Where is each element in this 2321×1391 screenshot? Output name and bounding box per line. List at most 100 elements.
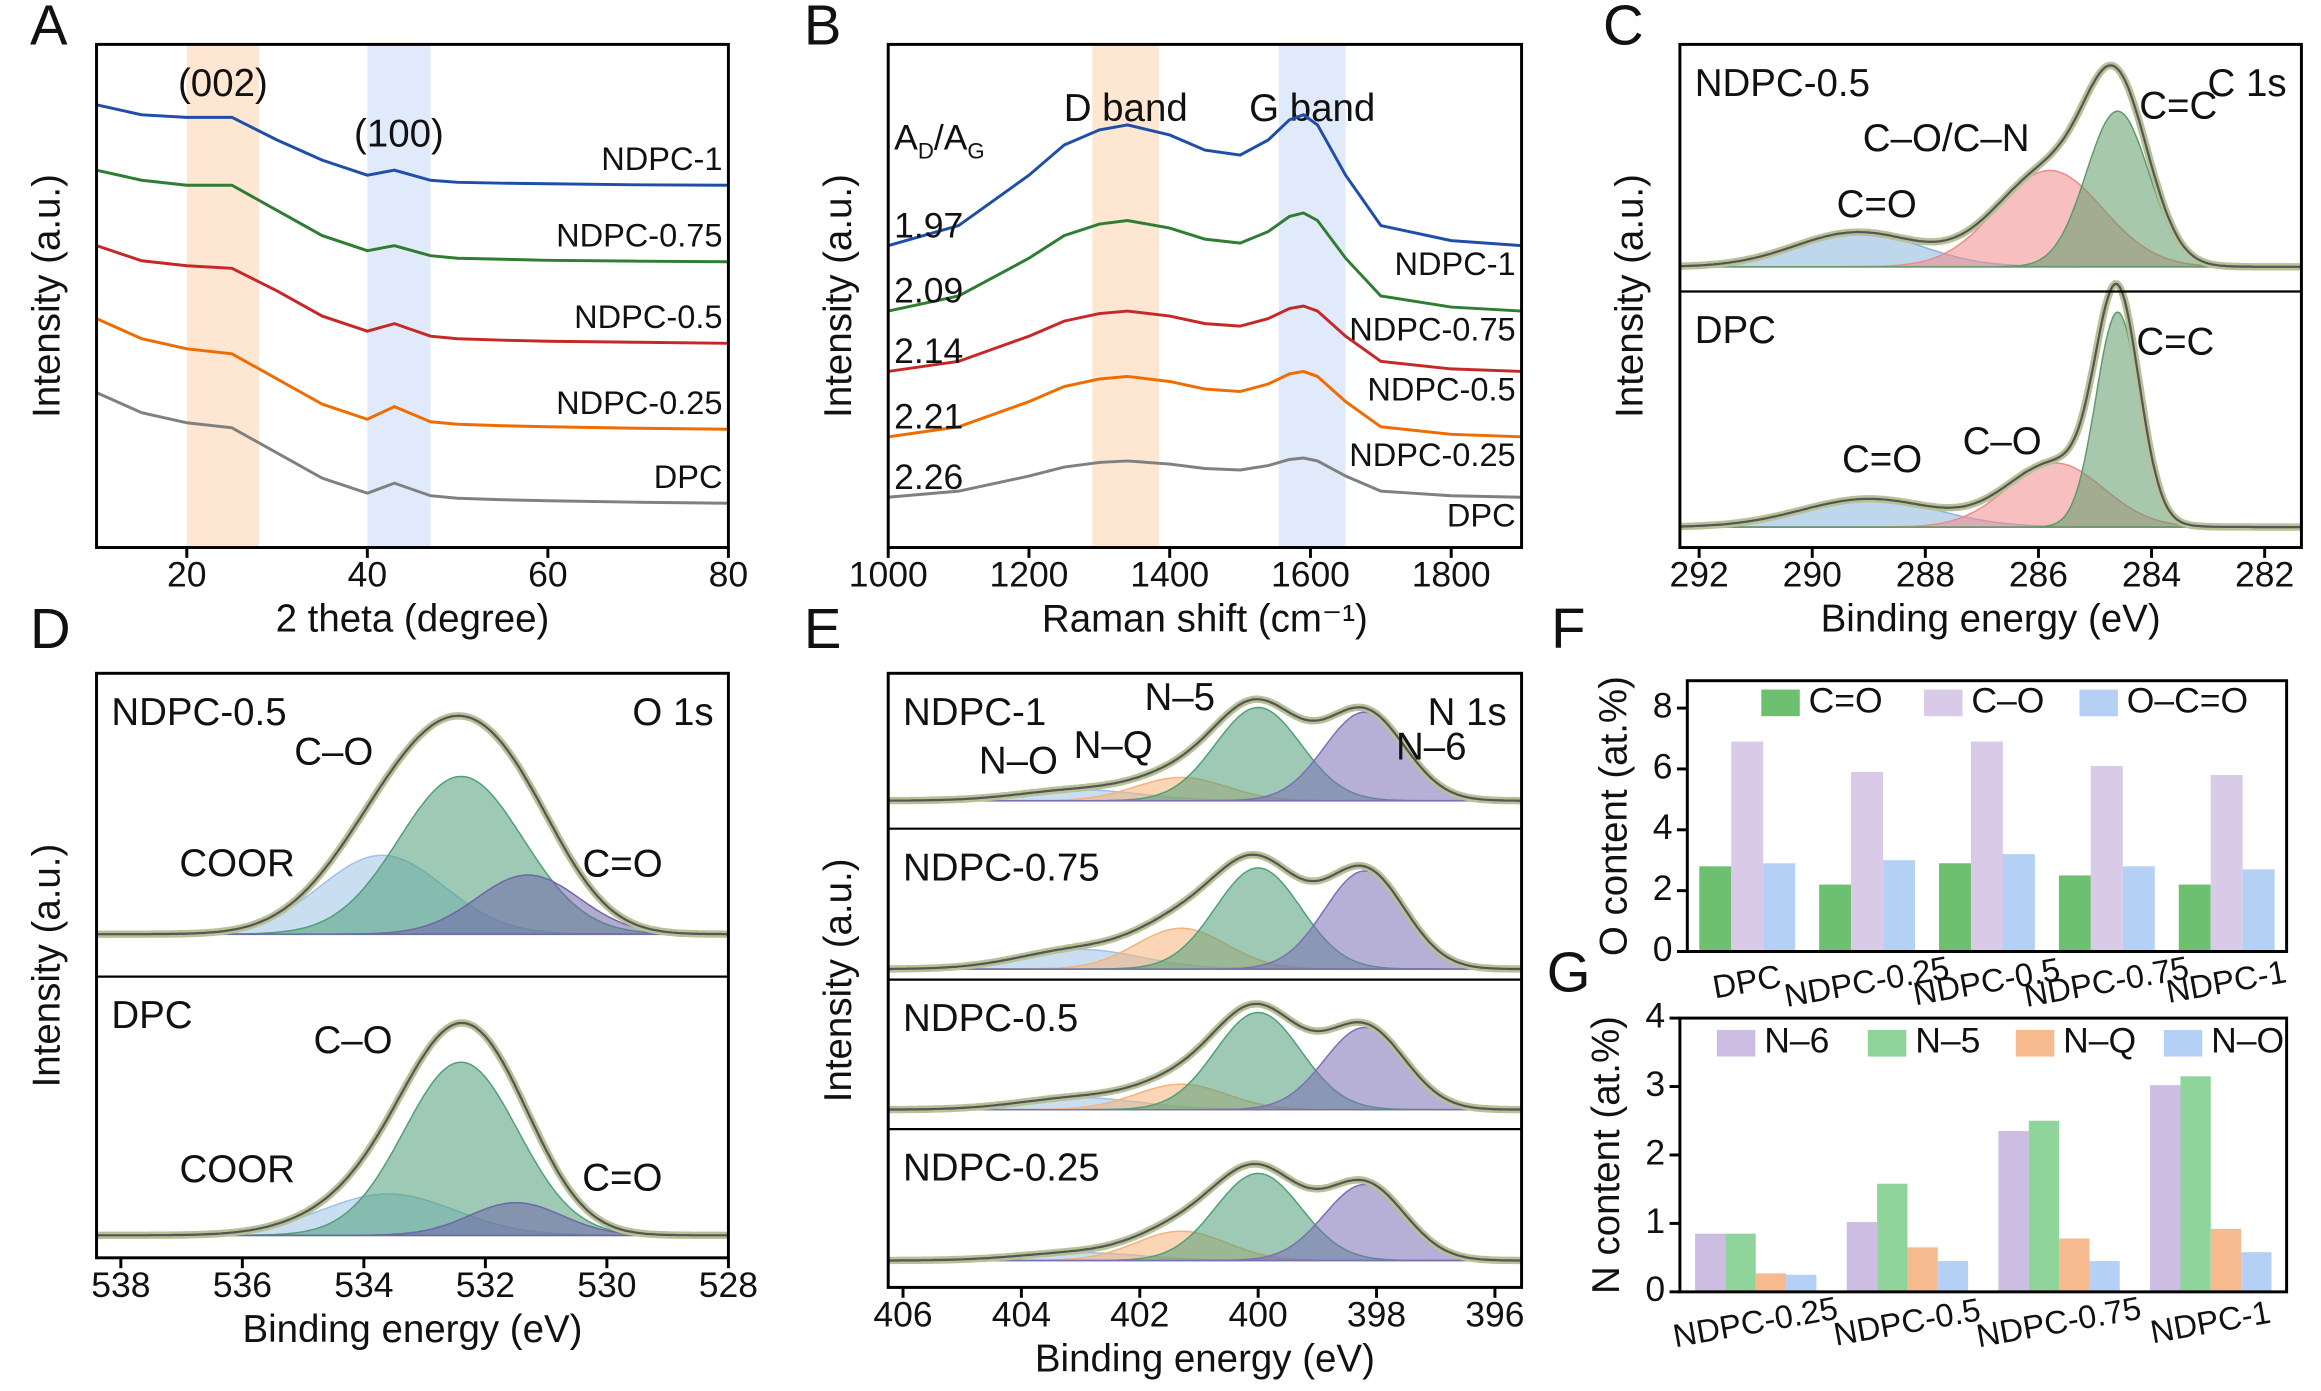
legend-label: C=O <box>1809 680 1883 720</box>
highlight-band <box>186 44 260 548</box>
x-tick-label: 400 <box>1229 1294 1288 1334</box>
peak-label: C=O <box>583 842 663 885</box>
legend-swatch <box>1924 689 1963 717</box>
x-axis-label: 2 theta (degree) <box>276 598 550 641</box>
x-tick-label: NDPC-0.75 <box>1974 1290 2144 1354</box>
legend-label: N–6 <box>1764 1021 1829 1061</box>
x-tick-label: 80 <box>709 554 749 594</box>
legend-swatch <box>1716 1029 1756 1057</box>
bar <box>1883 860 1916 952</box>
y-tick-label: 0 <box>1653 929 1673 969</box>
subpanel-label: NDPC-0.75 <box>903 846 1100 889</box>
legend-swatch <box>1761 689 1800 717</box>
core-label: O 1s <box>632 691 713 734</box>
bar <box>1877 1183 1908 1292</box>
spectrum-line <box>96 244 729 345</box>
bar <box>1755 1273 1787 1292</box>
y-tick-label: 0 <box>1645 1269 1665 1309</box>
bar <box>1699 866 1732 952</box>
panel-letter: F <box>1551 597 1585 660</box>
peak-label: COOR <box>179 842 294 885</box>
x-tick-label: 40 <box>348 554 388 594</box>
x-tick-label: 1400 <box>1130 554 1209 594</box>
legend-label: C–O <box>1971 680 2044 720</box>
x-tick-label: 406 <box>873 1294 932 1334</box>
peak-label: C=C <box>2139 84 2217 127</box>
ratio-label: 2.21 <box>894 396 963 436</box>
peak-label: N–6 <box>1396 725 1467 768</box>
fit-envelope <box>96 714 729 936</box>
bar <box>2150 1085 2181 1292</box>
bar <box>2122 866 2155 952</box>
annotation: D band <box>1064 87 1188 130</box>
annotation: (002) <box>178 62 268 105</box>
ratio-label: 2.09 <box>894 271 963 311</box>
spectrum-line <box>96 103 729 187</box>
highlight-band <box>1278 44 1346 548</box>
x-tick-label: NDPC-0.5 <box>1831 1291 1983 1352</box>
bar <box>2178 884 2211 952</box>
peak-label: C–O <box>294 730 373 773</box>
spectrum-line <box>888 304 1522 373</box>
bar <box>2028 1120 2060 1292</box>
x-tick-label: NDPC-1 <box>2148 1294 2274 1350</box>
subpanel-label: NDPC-0.5 <box>1695 62 1870 105</box>
bar <box>1763 863 1796 952</box>
ratio-label: 1.97 <box>894 205 963 245</box>
panel-letter: G <box>1547 941 1591 1004</box>
peak-label: COOR <box>180 1148 295 1191</box>
y-tick-label: 4 <box>1645 995 1665 1035</box>
x-tick-label: 288 <box>1896 554 1955 594</box>
ratio-header-part: G <box>967 139 984 164</box>
bar <box>1786 1274 1817 1292</box>
x-tick-label: 536 <box>213 1265 272 1305</box>
subpanel-label: NDPC-1 <box>903 691 1046 734</box>
fit-envelope <box>888 698 1522 802</box>
y-tick-label: 3 <box>1645 1064 1665 1104</box>
peak-label: N–Q <box>1074 724 1153 767</box>
ratio-header: AD/AG <box>894 118 985 164</box>
x-tick-label: NDPC-0.25 <box>1670 1290 1840 1354</box>
bar <box>1819 884 1852 952</box>
y-axis-label: Intensity (a.u.) <box>1609 174 1652 418</box>
x-tick-label: 1000 <box>849 554 928 594</box>
legend-swatch <box>2015 1029 2055 1057</box>
y-tick-label: 8 <box>1653 685 1673 725</box>
y-axis-label: O content (at.%) <box>1592 676 1635 956</box>
series-label: NDPC-0.25 <box>1349 437 1515 473</box>
fit-envelope <box>96 1021 729 1237</box>
peak-label: C–O/C–N <box>1863 117 2030 160</box>
series-label: NDPC-0.75 <box>556 218 722 254</box>
fit-envelope <box>888 1002 1522 1111</box>
plot-frame <box>1678 1016 2289 1294</box>
bar <box>2180 1076 2211 1292</box>
x-tick-label: 534 <box>334 1265 393 1305</box>
plot-frame <box>1678 42 2303 550</box>
x-tick-label: 530 <box>577 1265 636 1305</box>
y-tick-label: 2 <box>1645 1132 1665 1172</box>
peak-label: C=O <box>1842 438 1922 481</box>
bar <box>2002 854 2035 952</box>
bar <box>2210 1228 2242 1292</box>
series-label: DPC <box>1447 498 1516 534</box>
bar <box>2090 765 2123 952</box>
plot-frame <box>886 671 1524 1289</box>
y-axis-label: N content (at.%) <box>1585 1016 1628 1294</box>
legend-swatch <box>1867 1029 1907 1057</box>
peak-label: C–O <box>1963 420 2042 463</box>
ratio-header-part: D <box>918 139 934 164</box>
panel-letter: D <box>30 597 71 660</box>
subpanel-label: NDPC-0.25 <box>903 1147 1100 1190</box>
subpanel-label: NDPC-0.5 <box>903 997 1078 1040</box>
spectrum-line <box>888 369 1522 439</box>
panel-letter: A <box>30 0 68 56</box>
series-label: NDPC-0.5 <box>574 299 722 335</box>
core-label: N 1s <box>1428 691 1507 734</box>
annotation: (100) <box>354 112 444 155</box>
x-tick-label: DPC <box>1710 958 1784 1005</box>
x-tick-label: 286 <box>2009 554 2068 594</box>
peak-label: C–O <box>313 1019 392 1062</box>
y-axis-label: Intensity (a.u.) <box>817 858 860 1102</box>
fit-envelope <box>888 1162 1522 1262</box>
fit-envelope <box>1679 282 2302 529</box>
